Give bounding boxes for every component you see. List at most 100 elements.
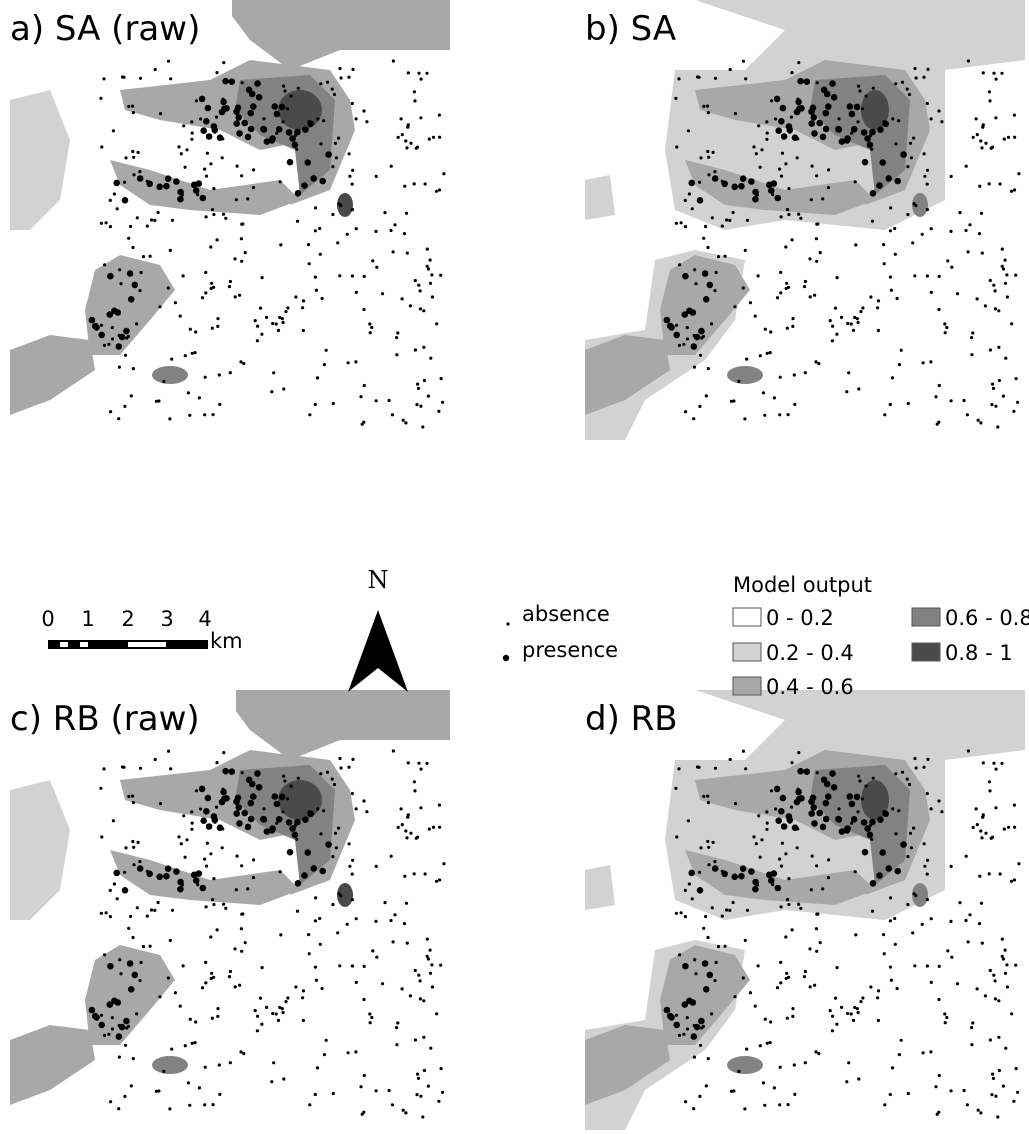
absence-point [745,1048,748,1051]
absence-point [746,909,749,912]
absence-point [314,403,317,406]
absence-point [909,142,912,145]
absence-point [430,273,433,276]
probability-zone [85,945,175,1045]
presence-point [879,159,886,166]
absence-point [169,77,172,80]
absence-point [994,405,997,408]
absence-point [1010,190,1013,193]
absence-point [290,785,293,788]
presence-point [847,793,854,800]
absence-point [1007,826,1010,829]
absence-point [930,917,933,920]
absence-point [155,400,158,403]
absence-point [686,1027,689,1030]
absence-point [265,1006,268,1009]
absence-point [409,832,412,835]
absence-point [857,1011,860,1014]
absence-point [717,255,720,258]
absence-point [423,1069,426,1072]
absence-point [177,145,180,148]
absence-point [754,315,757,318]
absence-point [397,826,400,829]
absence-point [402,419,405,422]
absence-point [414,279,417,282]
absence-point [956,292,959,295]
absence-point [744,939,747,942]
absence-symbol [506,622,509,625]
absence-point [926,859,929,862]
absence-point [187,1081,190,1084]
absence-point [728,219,731,222]
absence-point [797,61,800,64]
absence-point [138,170,141,173]
absence-point [857,321,860,324]
absence-point [717,945,720,948]
presence-point [781,133,788,140]
absence-point [149,945,152,948]
presence-point [254,80,261,87]
absence-point [286,996,289,999]
absence-point [117,1107,120,1110]
absence-point [281,317,284,320]
absence-point [988,789,991,792]
absence-point [978,185,981,188]
absence-point [167,286,170,289]
presence-point [816,120,823,127]
presence-point [825,793,832,800]
absence-point [968,913,971,916]
absence-point [211,898,214,901]
absence-point [347,1051,350,1054]
presence-point [691,343,698,350]
absence-point [390,855,393,858]
absence-point [99,97,102,100]
absence-point [169,939,172,942]
absence-point [259,997,262,1000]
absence-point [113,192,116,195]
absence-point [913,202,916,205]
absence-point [680,221,683,224]
presence-point [123,328,130,335]
absence-point [417,387,420,390]
absence-point [216,238,219,241]
absence-point [787,187,790,190]
absence-point [319,142,322,145]
probability-zone [10,1025,95,1105]
absence-point [348,842,351,845]
absence-point [850,1012,853,1015]
absence-point [184,354,187,357]
absence-point [413,789,416,792]
absence-point [338,202,341,205]
probability-zone [152,1056,188,1074]
absence-point [938,275,941,278]
absence-point [706,795,709,798]
absence-point [765,138,768,141]
absence-point [926,898,929,901]
absence-point [216,317,219,320]
absence-point [241,912,244,915]
absence-point [889,966,892,969]
absence-point [1003,828,1006,831]
absence-point [297,777,300,780]
presence-point [877,816,884,823]
presence-point [260,816,267,823]
absence-point [816,81,819,84]
absence-point [975,807,978,810]
absence-point [441,1091,444,1094]
absence-point [966,1103,969,1106]
legend-label: absence [522,602,610,626]
absence-point [138,979,141,982]
presence-point [206,823,213,830]
presence-point [774,96,781,103]
absence-point [416,836,419,839]
absence-point [184,166,187,169]
presence-point [794,799,801,806]
absence-point [392,749,395,752]
absence-point [686,1016,689,1019]
absence-point [363,275,366,278]
absence-point [363,1074,366,1077]
presence-point [107,273,114,280]
absence-point [787,877,790,880]
absence-point [815,237,818,240]
presence-point [222,78,229,85]
